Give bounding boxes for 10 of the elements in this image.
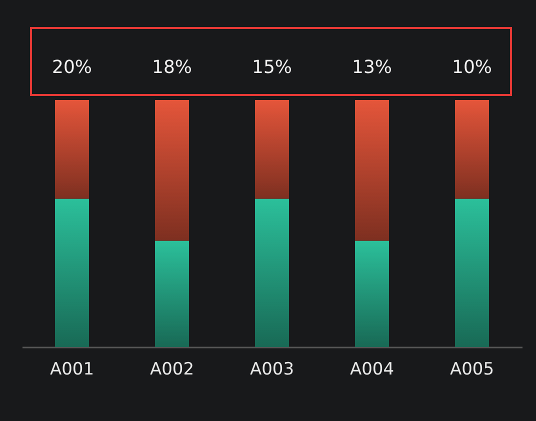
annotation: 13%	[352, 57, 392, 78]
x-tick-label: A003	[250, 360, 294, 380]
annotation: 15%	[252, 57, 292, 78]
x-tick-label: A004	[350, 360, 394, 380]
annotation: 20%	[52, 57, 92, 78]
x-tick-label: A002	[150, 360, 194, 380]
annotation: 18%	[152, 57, 192, 78]
annotation: 10%	[452, 57, 492, 78]
x-tick-label: A001	[50, 360, 94, 380]
x-tick-label: A005	[450, 360, 494, 380]
